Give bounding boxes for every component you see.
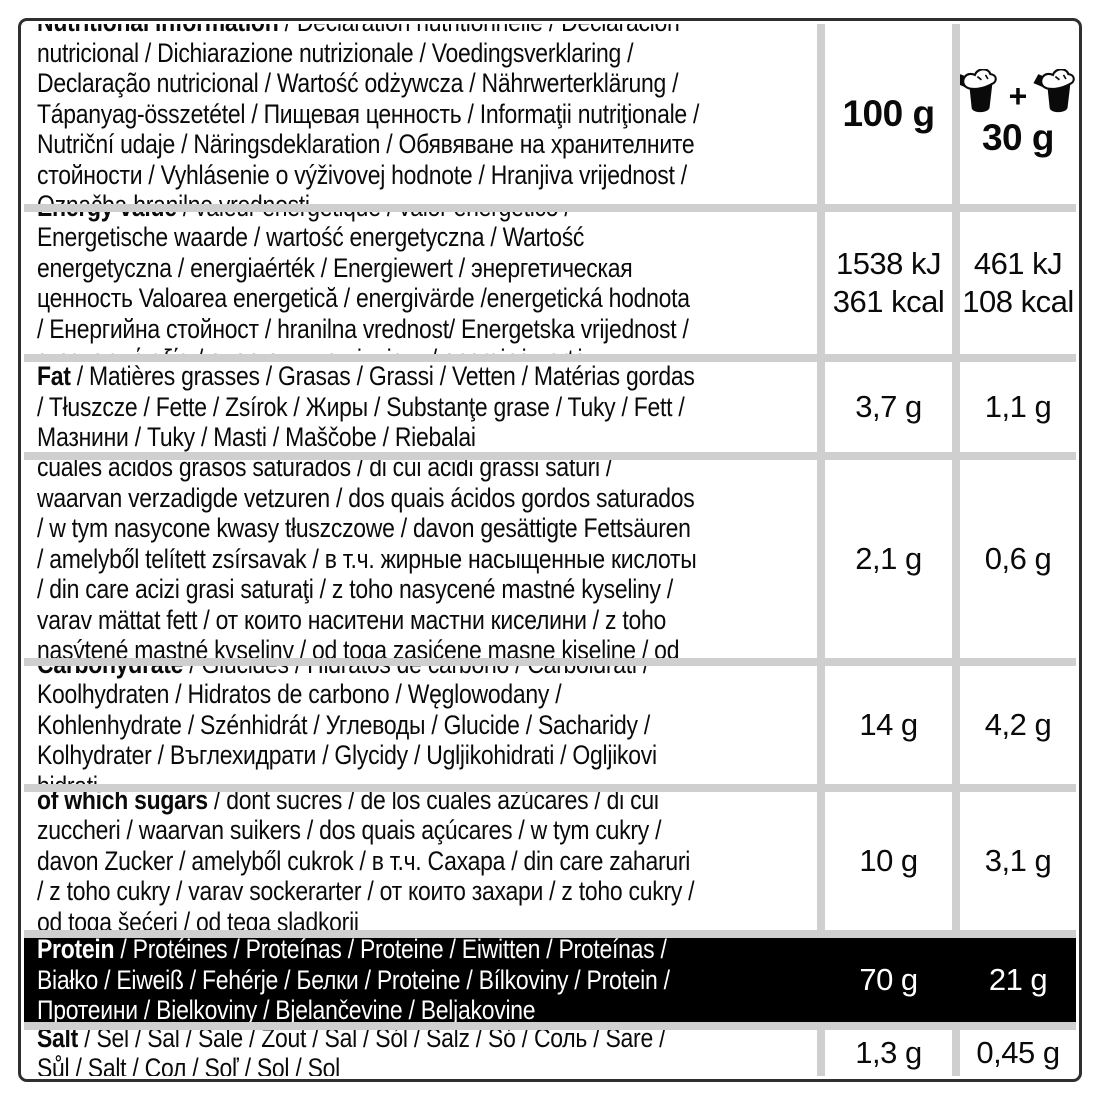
table-header-row: Nutritional information / Déclaration nu…: [24, 24, 1076, 204]
serving-scoops: +: [960, 69, 1076, 115]
protein-30g-cell: 21 g: [960, 938, 1076, 1022]
fat-100g-value: 3,7 g: [855, 389, 922, 424]
sugars-30g-value: 3,1 g: [984, 843, 1052, 878]
salt-30g-cell: 0,45 g: [960, 1030, 1076, 1076]
header-label-bold: Nutritional information: [37, 24, 279, 37]
header-100g-cell: 100 g: [825, 24, 952, 204]
plus-sign: +: [1008, 78, 1028, 114]
carbohydrate-label-bold: Carbohydrate: [37, 666, 183, 679]
sugars-label-rest: / dont sucres / de los cuales azúcares /…: [37, 792, 695, 930]
sugars-100g-cell: 10 g: [825, 792, 952, 930]
saturates-100g-value: 2,1 g: [855, 541, 922, 576]
energy-30g-cell: 461 kJ 108 kcal: [960, 212, 1076, 354]
energy-100g-cell: 1538 kJ 361 kcal: [825, 212, 952, 354]
carbohydrate-label-rest: / Glucides / Hidratos de carbono / Carbo…: [37, 666, 657, 784]
carbohydrate-100g-cell: 14 g: [825, 666, 952, 784]
header-100g-label: 100 g: [842, 93, 935, 134]
carbohydrate-30g-value: 4,2 g: [984, 707, 1052, 742]
nutrition-table-frame: Nutritional information / Déclaration nu…: [18, 18, 1082, 1082]
energy-30g-kj: 461 kJ: [973, 246, 1063, 281]
protein-label-cell: Protein / Protéines / Proteínas / Protei…: [24, 938, 817, 1022]
salt-100g-value: 1,3 g: [855, 1035, 922, 1070]
fat-label-bold: Fat: [37, 362, 71, 392]
header-30g-cell: + 30 g: [960, 24, 1076, 204]
sugars-label-cell: of which sugars / dont sucres / de los c…: [24, 792, 817, 930]
table-row-sugars: of which sugars / dont sucres / de los c…: [24, 792, 1076, 930]
saturates-30g-value: 0,6 g: [984, 541, 1052, 576]
table-row-fat: Fat / Matières grasses / Grasas / Grassi…: [24, 362, 1076, 452]
header-label-cell: Nutritional information / Déclaration nu…: [24, 24, 817, 204]
header-30g-label: 30 g: [981, 117, 1055, 158]
salt-label-cell: Salt / Sel / Sal / Sale / Zout / Sal / S…: [24, 1030, 817, 1076]
table-row-saturates: of which saturated fatty acids / dont ac…: [24, 460, 1076, 658]
saturates-label-rest: / dont acides gras saturés / de las cual…: [37, 460, 697, 658]
header-label-text: Nutritional information / Déclaration nu…: [37, 24, 700, 204]
energy-label-rest: / valeur énergétique / valor energético …: [37, 212, 690, 354]
protein-100g-value: 70 g: [859, 962, 918, 997]
saturates-label-cell: of which saturated fatty acids / dont ac…: [24, 460, 817, 658]
sugars-label-bold: of which sugars: [37, 792, 208, 815]
protein-30g-value: 21 g: [988, 962, 1048, 997]
sugars-30g-cell: 3,1 g: [960, 792, 1076, 930]
measuring-scoop-icon: [960, 69, 997, 113]
nutrition-table: Nutritional information / Déclaration nu…: [24, 24, 1076, 1076]
carbohydrate-100g-value: 14 g: [859, 707, 918, 742]
carbohydrate-label-cell: Carbohydrate / Glucides / Hidratos de ca…: [24, 666, 817, 784]
energy-100g-kcal: 361 kcal: [832, 284, 945, 319]
table-row-carbohydrate: Carbohydrate / Glucides / Hidratos de ca…: [24, 666, 1076, 784]
fat-label-rest: / Matières grasses / Grasas / Grassi / V…: [37, 362, 695, 452]
carbohydrate-30g-cell: 4,2 g: [960, 666, 1076, 784]
energy-label-cell: Energy value / valeur énergétique / valo…: [24, 212, 817, 354]
header-label-rest: / Déclaration nutritionnelle / Declaraci…: [37, 24, 700, 204]
saturates-30g-cell: 0,6 g: [960, 460, 1076, 658]
salt-label-bold: Salt: [37, 1030, 79, 1053]
energy-30g-kcal: 108 kcal: [962, 284, 1074, 319]
measuring-scoop-icon: [1033, 69, 1076, 113]
energy-label-bold: Energy value: [37, 212, 177, 222]
fat-100g-cell: 3,7 g: [825, 362, 952, 452]
salt-30g-value: 0,45 g: [976, 1035, 1060, 1070]
protein-100g-cell: 70 g: [825, 938, 952, 1022]
fat-30g-value: 1,1 g: [984, 389, 1052, 424]
table-row-energy: Energy value / valeur énergétique / valo…: [24, 212, 1076, 354]
energy-100g-kj: 1538 kJ: [835, 246, 942, 281]
fat-30g-cell: 1,1 g: [960, 362, 1076, 452]
table-row-protein: Protein / Protéines / Proteínas / Protei…: [24, 938, 1076, 1022]
table-row-salt: Salt / Sel / Sal / Sale / Zout / Sal / S…: [24, 1030, 1076, 1076]
protein-label-bold: Protein: [37, 938, 115, 965]
salt-100g-cell: 1,3 g: [825, 1030, 952, 1076]
salt-label-rest: / Sel / Sal / Sale / Zout / Sal / Sól / …: [37, 1030, 666, 1076]
saturates-100g-cell: 2,1 g: [825, 460, 952, 658]
protein-label-rest: / Protéines / Proteínas / Proteine / Eiw…: [37, 938, 670, 1022]
sugars-100g-value: 10 g: [859, 843, 918, 878]
fat-label-cell: Fat / Matières grasses / Grasas / Grassi…: [24, 362, 817, 452]
